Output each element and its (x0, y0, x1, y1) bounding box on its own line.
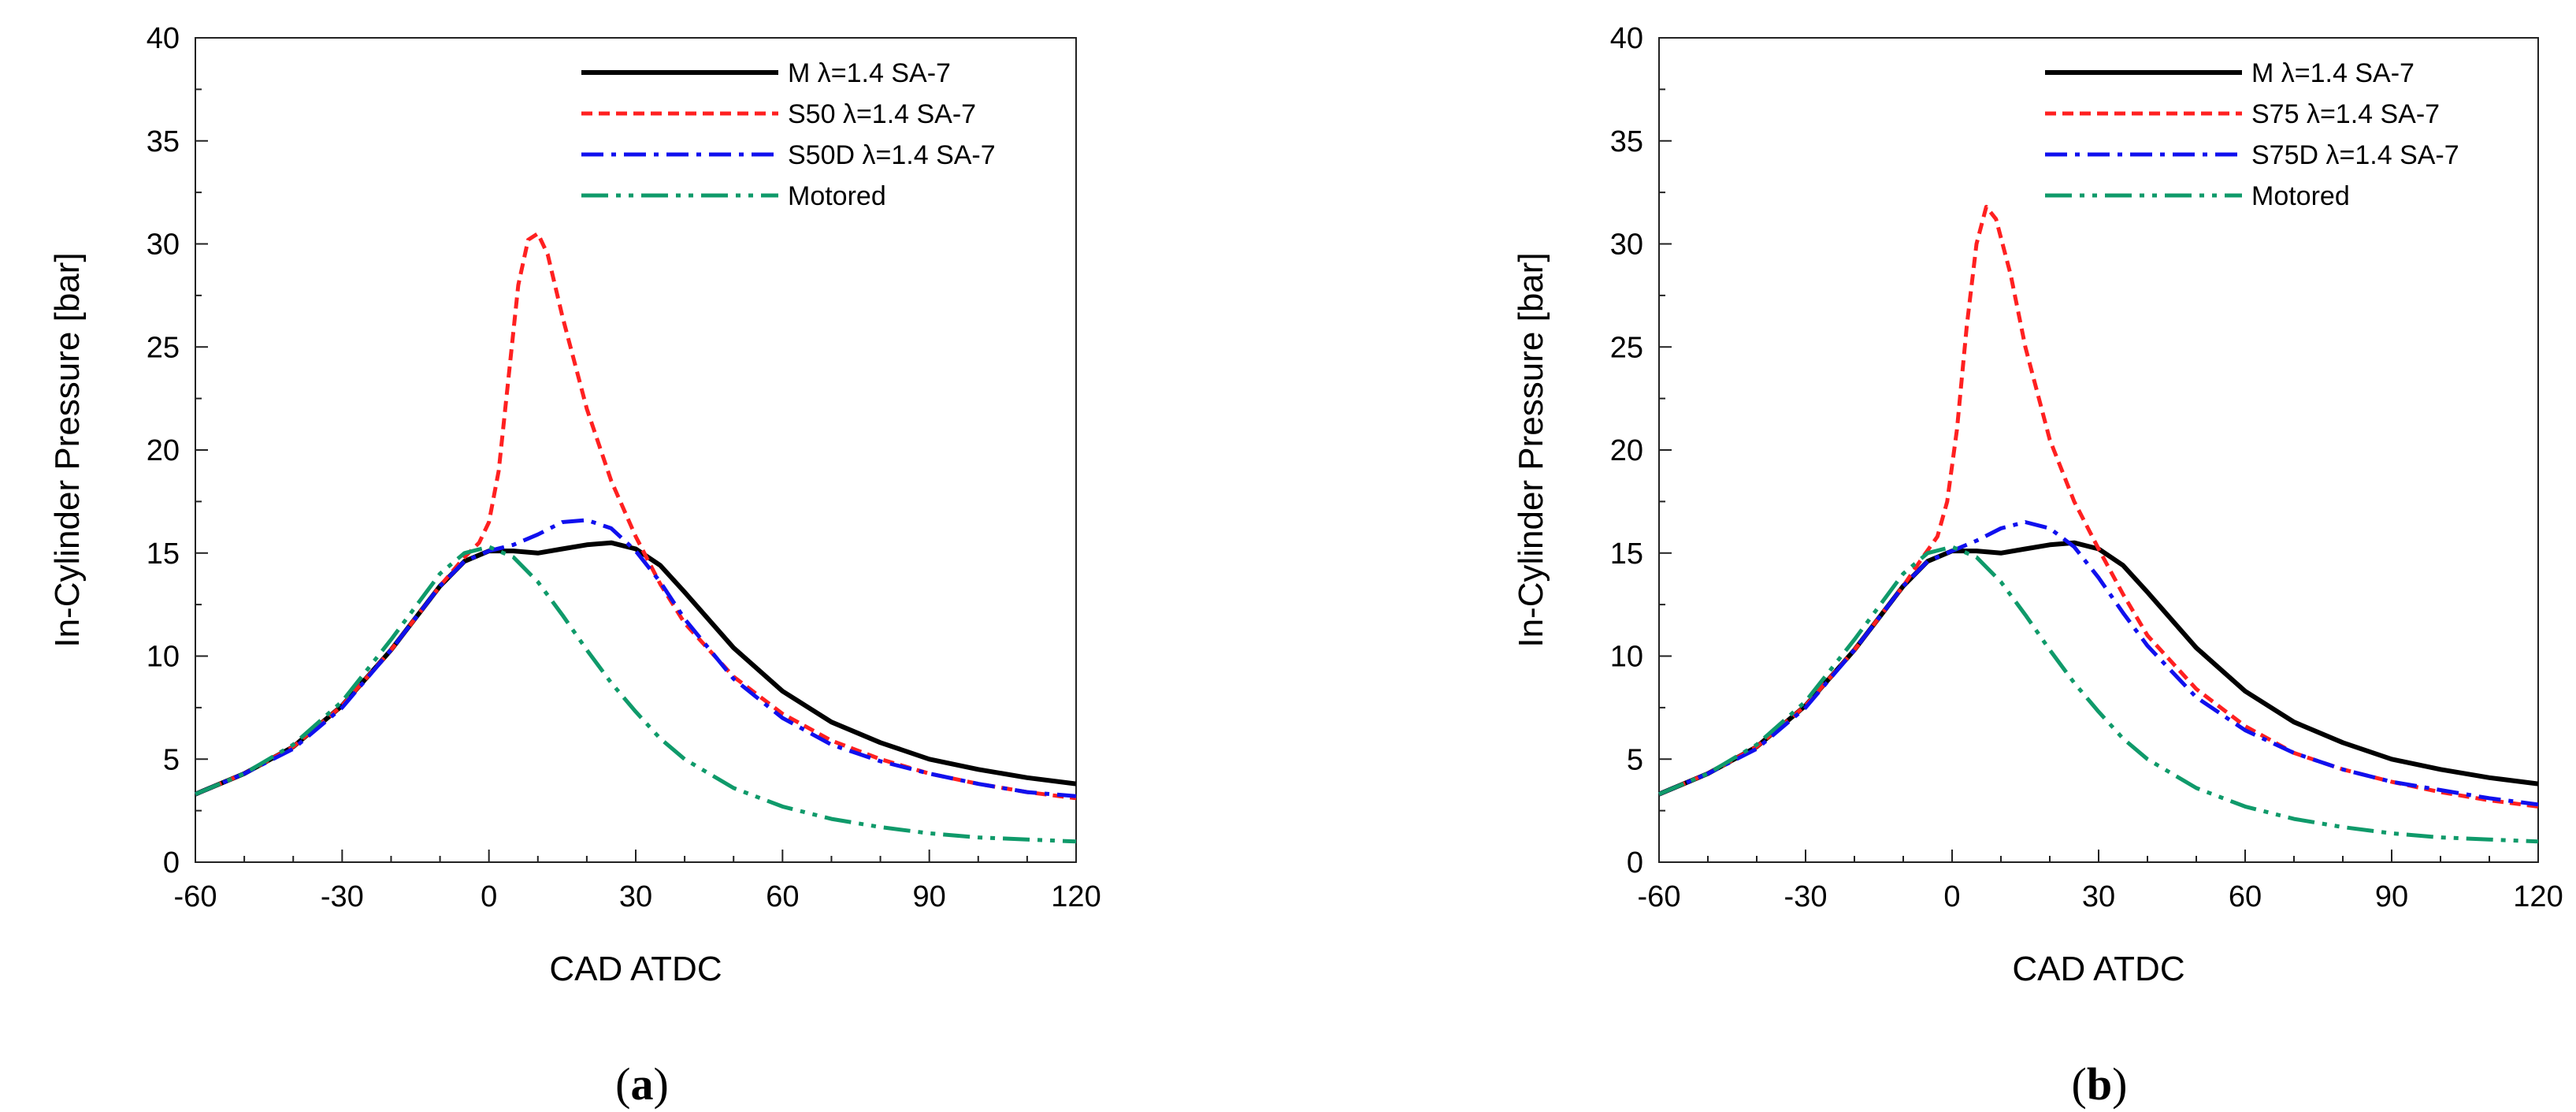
x-tick-label: 60 (766, 880, 799, 913)
x-tick-label: -30 (1784, 880, 1828, 913)
x-tick-label: 30 (2082, 880, 2115, 913)
y-axis-title: In-Cylinder Pressure [bar] (48, 252, 87, 647)
x-tick-label: -60 (1638, 880, 1681, 913)
y-tick-label: 5 (163, 743, 180, 776)
legend-label-0: M λ=1.4 SA-7 (788, 58, 951, 88)
series-line-2 (195, 518, 1077, 798)
panel-caption-letter: a (631, 1058, 654, 1110)
series-line-2 (1658, 520, 2539, 807)
x-tick-label: 0 (481, 880, 497, 913)
y-tick-label: 5 (1627, 743, 1643, 776)
series-line-3 (195, 545, 1077, 844)
legend-label-1: S50 λ=1.4 SA-7 (788, 99, 976, 129)
x-tick-label: 30 (619, 880, 652, 913)
y-tick-label: 25 (1610, 331, 1643, 364)
y-tick-label: 25 (147, 331, 180, 364)
legend-label-0: M λ=1.4 SA-7 (2251, 58, 2415, 88)
panel-caption: (b) (2072, 1058, 2128, 1110)
legend-label-2: S50D λ=1.4 SA-7 (788, 140, 996, 170)
x-tick-label: 0 (1943, 880, 1960, 913)
x-tick-label: -60 (174, 880, 217, 913)
y-tick-label: 20 (1610, 434, 1643, 467)
y-tick-label: 30 (1610, 229, 1643, 262)
y-tick-label: 0 (1627, 846, 1643, 880)
y-tick-label: 20 (147, 434, 180, 467)
x-tick-label: -30 (321, 880, 364, 913)
panel-caption: (a) (615, 1058, 669, 1110)
x-tick-label: 120 (1051, 880, 1101, 913)
y-axis-title: In-Cylinder Pressure [bar] (1512, 252, 1550, 647)
x-tick-label: 90 (913, 880, 946, 913)
chart-panel-a: -60 -30 0 30 60 90 120 0 5 10 15 20 25 30 35 40 CAD ATDC… (48, 22, 1101, 1110)
panel-caption-letter: b (2087, 1058, 2112, 1110)
y-tick-label: 0 (163, 846, 180, 880)
series-line-3 (1658, 545, 2539, 844)
y-tick-label: 30 (147, 229, 180, 262)
series-line-0 (194, 540, 1077, 797)
x-axis-title: CAD ATDC (2012, 950, 2184, 988)
y-tick-label: 35 (1610, 125, 1643, 158)
legend-label-3: Motored (2251, 181, 2350, 211)
legend-label-1: S75 λ=1.4 SA-7 (2251, 99, 2440, 129)
y-tick-label: 35 (147, 125, 180, 158)
chart-panel-b: -60 -30 0 30 60 90 120 0 5 10 15 20 25 30 35 40 CAD ATDC… (1512, 22, 2563, 1110)
x-tick-label: 90 (2375, 880, 2408, 913)
legend-label-2: S75D λ=1.4 SA-7 (2251, 140, 2459, 170)
legend-label-3: Motored (788, 181, 886, 211)
x-tick-label: 60 (2229, 880, 2262, 913)
y-tick-label: 10 (147, 641, 180, 674)
y-tick-label: 40 (147, 22, 180, 55)
y-tick-label: 15 (1610, 537, 1643, 571)
y-tick-label: 40 (1610, 22, 1643, 55)
y-tick-label: 10 (1610, 641, 1643, 674)
x-axis-title: CAD ATDC (549, 950, 722, 988)
x-tick-label: 120 (2513, 880, 2563, 913)
y-tick-label: 15 (147, 537, 180, 571)
